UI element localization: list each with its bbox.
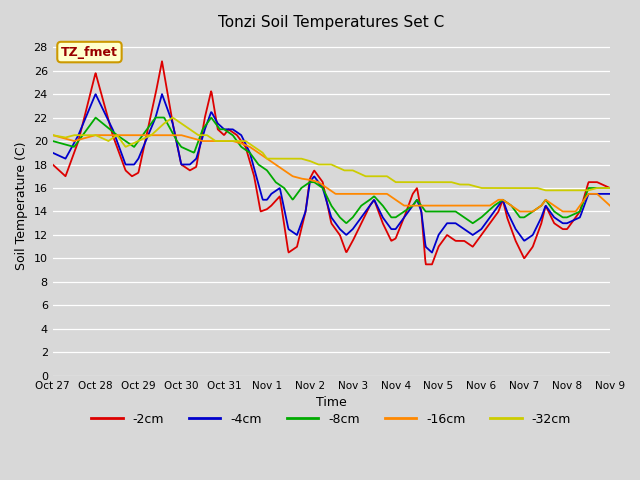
Line: -4cm: -4cm [52,94,610,252]
-8cm [469,220,477,226]
-2cm [275,195,282,201]
-16cm [606,203,614,208]
-2cm [158,59,166,64]
X-axis label: Time: Time [316,396,347,409]
-8cm [275,181,282,187]
-4cm [275,186,282,192]
-32cm [542,188,550,193]
-4cm [428,250,436,255]
-4cm [295,228,303,233]
-16cm [516,209,524,215]
Line: -32cm: -32cm [52,118,610,191]
-2cm [484,223,492,228]
Line: -16cm: -16cm [52,135,610,212]
-2cm [433,250,440,255]
-32cm [49,132,56,138]
-2cm [495,209,502,215]
-2cm [422,262,429,267]
-8cm [295,189,303,194]
-4cm [484,216,492,222]
-4cm [606,191,614,197]
-32cm [106,137,113,143]
-32cm [275,156,282,162]
-2cm [49,162,56,168]
-4cm [495,203,502,209]
-32cm [295,156,303,162]
-8cm [152,115,160,120]
-8cm [484,208,492,214]
-8cm [432,209,440,215]
-2cm [106,121,113,127]
-2cm [606,185,614,191]
-16cm [431,203,439,208]
-16cm [106,132,113,138]
Legend: -2cm, -4cm, -8cm, -16cm, -32cm: -2cm, -4cm, -8cm, -16cm, -32cm [86,408,576,431]
-4cm [433,238,440,243]
-8cm [49,138,56,144]
-8cm [106,126,113,132]
-4cm [158,91,166,97]
-4cm [49,150,56,156]
-32cm [432,179,440,185]
-16cm [294,175,302,180]
Y-axis label: Soil Temperature (C): Soil Temperature (C) [15,142,28,270]
-8cm [495,200,502,205]
-16cm [493,198,501,204]
-4cm [106,120,113,126]
Line: -8cm: -8cm [52,118,610,223]
Text: TZ_fmet: TZ_fmet [61,46,118,59]
-16cm [49,132,56,138]
-8cm [606,185,614,191]
-32cm [169,115,177,120]
-32cm [484,185,492,191]
Title: Tonzi Soil Temperatures Set C: Tonzi Soil Temperatures Set C [218,15,444,30]
-16cm [274,163,282,169]
-16cm [483,203,491,208]
Line: -2cm: -2cm [52,61,610,264]
-32cm [494,185,502,191]
-2cm [295,237,303,243]
-32cm [606,185,614,191]
